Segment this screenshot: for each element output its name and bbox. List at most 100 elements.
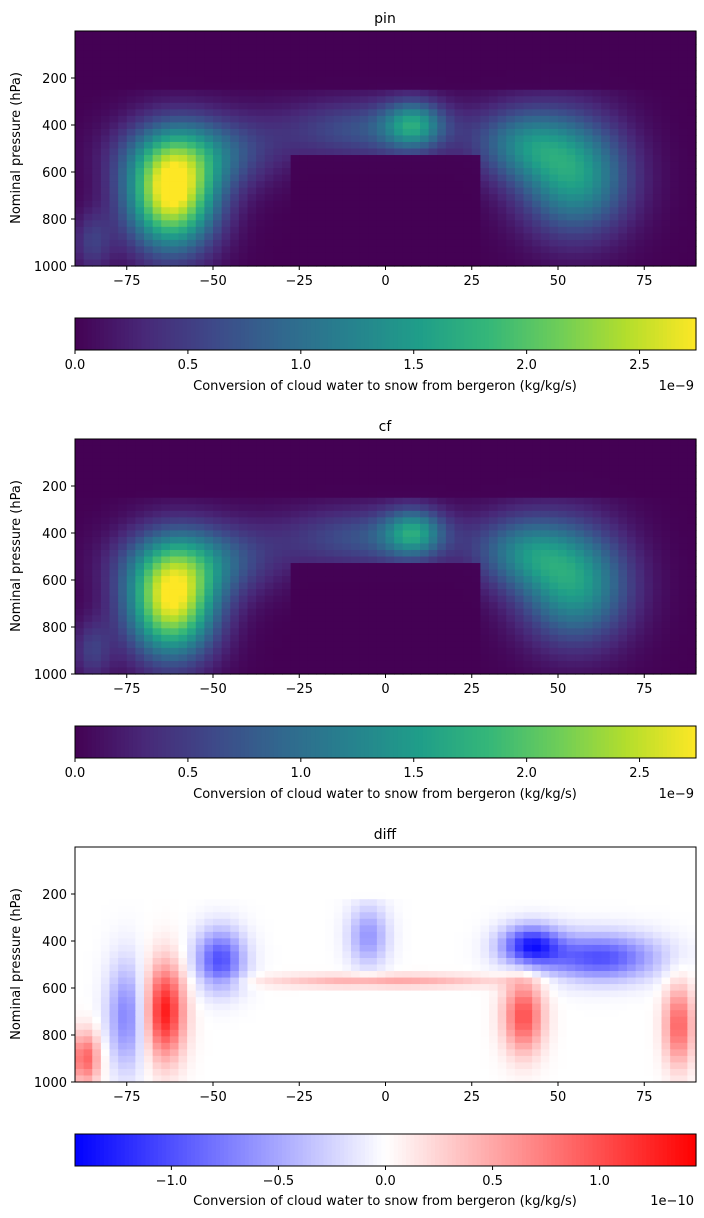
colorbar-swatch bbox=[625, 318, 631, 350]
heatmap-cell bbox=[75, 109, 85, 117]
heatmap-cell bbox=[213, 76, 223, 84]
heatmap-cell bbox=[489, 37, 499, 45]
heatmap-cell bbox=[514, 115, 525, 123]
heatmap-cell bbox=[359, 634, 369, 642]
heatmap-cell bbox=[264, 497, 274, 505]
heatmap-cell bbox=[325, 168, 335, 176]
colorbar-swatch bbox=[604, 318, 610, 350]
heatmap-cell bbox=[454, 556, 464, 564]
heatmap-cell bbox=[376, 445, 387, 453]
heatmap-cell bbox=[532, 155, 542, 163]
heatmap-cell bbox=[247, 491, 257, 499]
heatmap-cell bbox=[118, 517, 128, 525]
heatmap-cell bbox=[627, 168, 637, 176]
heatmap-cell bbox=[161, 497, 171, 505]
heatmap-cell bbox=[471, 128, 481, 137]
heatmap-cell bbox=[540, 181, 550, 189]
heatmap-cell bbox=[463, 44, 473, 52]
heatmap-cell bbox=[471, 543, 481, 551]
heatmap-cell bbox=[126, 220, 136, 228]
heatmap-cell bbox=[290, 50, 300, 58]
heatmap-cell bbox=[100, 181, 111, 189]
heatmap-cell bbox=[75, 549, 85, 558]
heatmap-cell bbox=[359, 89, 369, 97]
colorbar-swatch bbox=[484, 318, 490, 350]
heatmap-cell bbox=[592, 148, 602, 156]
heatmap-cell bbox=[299, 589, 309, 597]
heatmap-cell bbox=[152, 141, 162, 150]
heatmap-cell bbox=[316, 31, 326, 39]
heatmap-cell bbox=[514, 187, 525, 195]
heatmap-cell bbox=[359, 226, 369, 234]
heatmap-cell bbox=[549, 50, 559, 58]
heatmap-cell bbox=[428, 44, 438, 52]
heatmap-cell bbox=[118, 252, 128, 261]
heatmap-cell bbox=[497, 141, 507, 150]
heatmap-cell bbox=[609, 536, 619, 545]
colorbar-swatch bbox=[91, 318, 97, 350]
colorbar-swatch bbox=[269, 318, 275, 350]
heatmap-cell bbox=[333, 96, 343, 104]
heatmap-cell bbox=[118, 174, 128, 182]
heatmap-cell bbox=[394, 523, 404, 531]
heatmap-cell bbox=[575, 595, 585, 603]
colorbar-swatch bbox=[248, 318, 254, 350]
heatmap-cell bbox=[307, 37, 318, 45]
heatmap-cell bbox=[549, 168, 559, 176]
heatmap-cell bbox=[118, 530, 128, 538]
heatmap-cell bbox=[480, 109, 490, 117]
heatmap-cell bbox=[118, 608, 128, 616]
heatmap-cell bbox=[385, 569, 395, 577]
heatmap-cell bbox=[437, 239, 447, 248]
heatmap-cell bbox=[566, 491, 576, 499]
heatmap-cell bbox=[118, 168, 128, 176]
heatmap-cell bbox=[497, 31, 507, 39]
heatmap-cell bbox=[428, 141, 438, 150]
heatmap-cell bbox=[540, 484, 550, 492]
heatmap-cell bbox=[75, 634, 85, 642]
heatmap-cell bbox=[661, 569, 671, 577]
heatmap-cell bbox=[497, 628, 507, 636]
heatmap-cell bbox=[670, 187, 680, 195]
heatmap-cell bbox=[100, 569, 111, 577]
heatmap-cell bbox=[126, 589, 136, 597]
heatmap-cell bbox=[463, 252, 473, 261]
heatmap-cell bbox=[118, 50, 128, 58]
heatmap-cell bbox=[178, 615, 188, 623]
heatmap-cell bbox=[558, 155, 568, 163]
heatmap-cell bbox=[187, 207, 197, 215]
heatmap-cell bbox=[221, 57, 231, 65]
heatmap-cell bbox=[566, 57, 576, 65]
heatmap-area bbox=[75, 31, 697, 267]
heatmap-cell bbox=[376, 207, 387, 215]
heatmap-cell bbox=[644, 31, 654, 39]
heatmap-cell bbox=[687, 155, 697, 163]
heatmap-cell bbox=[230, 155, 240, 163]
colorbar-swatch bbox=[157, 318, 163, 350]
heatmap-cell bbox=[264, 458, 274, 466]
heatmap-cell bbox=[75, 83, 85, 91]
heatmap-cell bbox=[204, 582, 214, 590]
heatmap-cell bbox=[273, 536, 283, 545]
heatmap-cell bbox=[178, 89, 188, 97]
heatmap-cell bbox=[187, 70, 197, 78]
heatmap-cell bbox=[109, 115, 119, 123]
heatmap-cell bbox=[256, 246, 266, 254]
heatmap-cell bbox=[342, 174, 352, 182]
heatmap-cell bbox=[454, 200, 464, 208]
heatmap-cell bbox=[644, 44, 654, 52]
heatmap-cell bbox=[92, 504, 102, 512]
heatmap-cell bbox=[687, 128, 697, 137]
heatmap-cell bbox=[385, 207, 395, 215]
heatmap-cell bbox=[566, 458, 576, 466]
heatmap-cell bbox=[213, 615, 223, 623]
heatmap-cell bbox=[307, 76, 318, 84]
heatmap-cell bbox=[290, 96, 300, 104]
heatmap-cell bbox=[402, 615, 412, 623]
heatmap-cell bbox=[273, 569, 283, 577]
heatmap-cell bbox=[118, 569, 128, 577]
heatmap-cell bbox=[282, 63, 292, 71]
heatmap-cell bbox=[359, 471, 369, 479]
heatmap-cell bbox=[549, 576, 559, 584]
heatmap-cell bbox=[497, 213, 507, 221]
